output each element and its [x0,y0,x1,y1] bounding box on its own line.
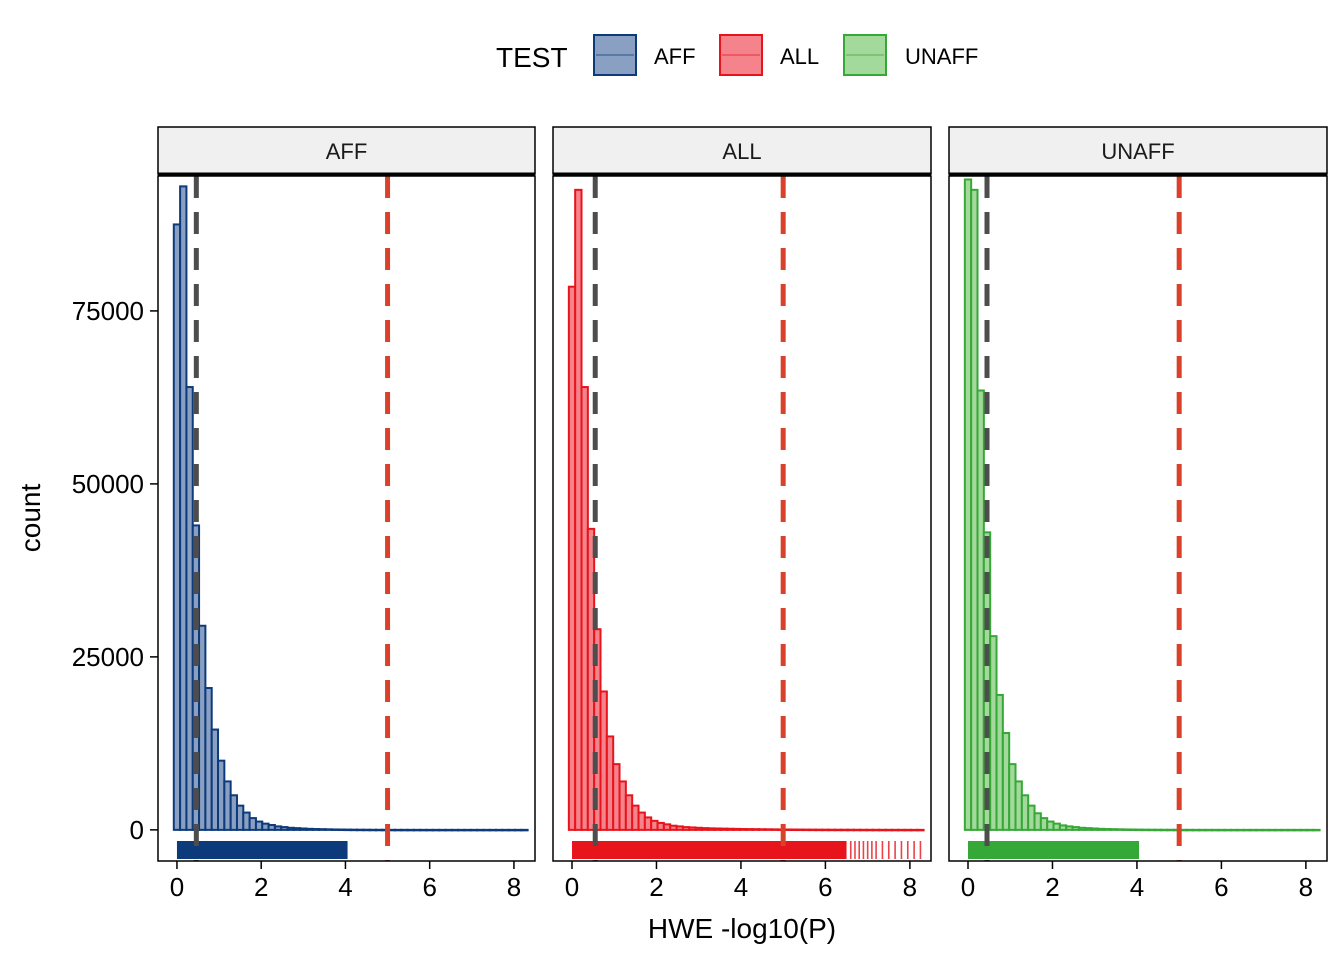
legend-label-all: ALL [780,44,819,69]
y-tick-label-3: 75000 [72,296,144,326]
panel-all-x-tick-label-2: 4 [734,872,748,902]
panel-all-x-tick-label-0: 0 [565,872,579,902]
legend: TEST AFF ALL UNAFF [496,34,978,76]
panel-aff-bar-55 [520,828,529,832]
panel-aff-reference-lines [193,176,391,861]
panel-unaff-rug [968,841,1140,859]
panel-unaff-strip [948,126,1328,175]
panel-all-strip-label: ALL [722,139,761,164]
panel-unaff-x-tick-label-3: 6 [1214,872,1228,902]
panel-all-x-tick-label-1: 2 [649,872,663,902]
panel-aff-x-tick-label-1: 2 [254,872,268,902]
panel-unaff-bars [963,178,1321,832]
panel-aff-rug-band [176,841,348,859]
panel-aff-bars [172,185,529,832]
panel-all-reference-lines [592,176,786,861]
panel-all-x-tick-label-3: 6 [818,872,832,902]
legend-label-aff: AFF [654,44,696,69]
panel-aff-frame [157,175,536,862]
panel-all-x-tick-label-4: 8 [903,872,917,902]
panel-all-frame [552,175,932,862]
panel-aff-strip [157,126,536,175]
legend-item-unaff: UNAFF [843,34,978,76]
panel-unaff-reference-lines [984,176,1182,861]
y-tick-label-0: 0 [130,815,144,845]
panel-all-rug-band [572,841,847,859]
panel-unaff-x-tick-label-2: 4 [1130,872,1144,902]
legend-title: TEST [496,42,568,73]
panel-unaff-strip-label: UNAFF [1101,139,1174,164]
panel-all-strip [552,126,932,175]
panel-all-bar-55 [916,828,925,832]
panel-aff-x-tick-label-2: 4 [338,872,352,902]
legend-label-unaff: UNAFF [905,44,978,69]
panel-unaff-rug-band [968,841,1140,859]
panel-aff-strip-label: AFF [326,139,368,164]
panel-unaff-x-tick-label-0: 0 [961,872,975,902]
x-axis-title: HWE -log10(P) [648,913,836,944]
y-tick-label-1: 25000 [72,642,144,672]
panel-unaff-x-tick-label-1: 2 [1045,872,1059,902]
panel-unaff-bar-55 [1312,828,1321,832]
panel-aff-x-tick-label-4: 8 [507,872,521,902]
y-tick-label-2: 50000 [72,469,144,499]
y-axis: 0 25000 50000 75000 [72,296,158,845]
y-axis-title: count [15,484,46,553]
panel-all: ALL [552,126,932,862]
panel-all-rug [572,841,922,859]
panel-aff-x-tick-label-0: 0 [170,872,184,902]
panel-unaff-x-tick-label-4: 8 [1299,872,1313,902]
legend-item-aff: AFF [593,34,696,76]
panel-unaff: UNAFF [948,126,1328,862]
panel-aff-rug [176,841,348,859]
panel-unaff-frame [948,175,1328,862]
panel-aff-x-tick-label-3: 6 [422,872,436,902]
legend-item-all: ALL [719,34,819,76]
x-axes: 0 2 4 6 8 0 2 4 6 8 0 2 4 6 8 [170,861,1313,902]
panel-aff: AFF [157,126,536,862]
